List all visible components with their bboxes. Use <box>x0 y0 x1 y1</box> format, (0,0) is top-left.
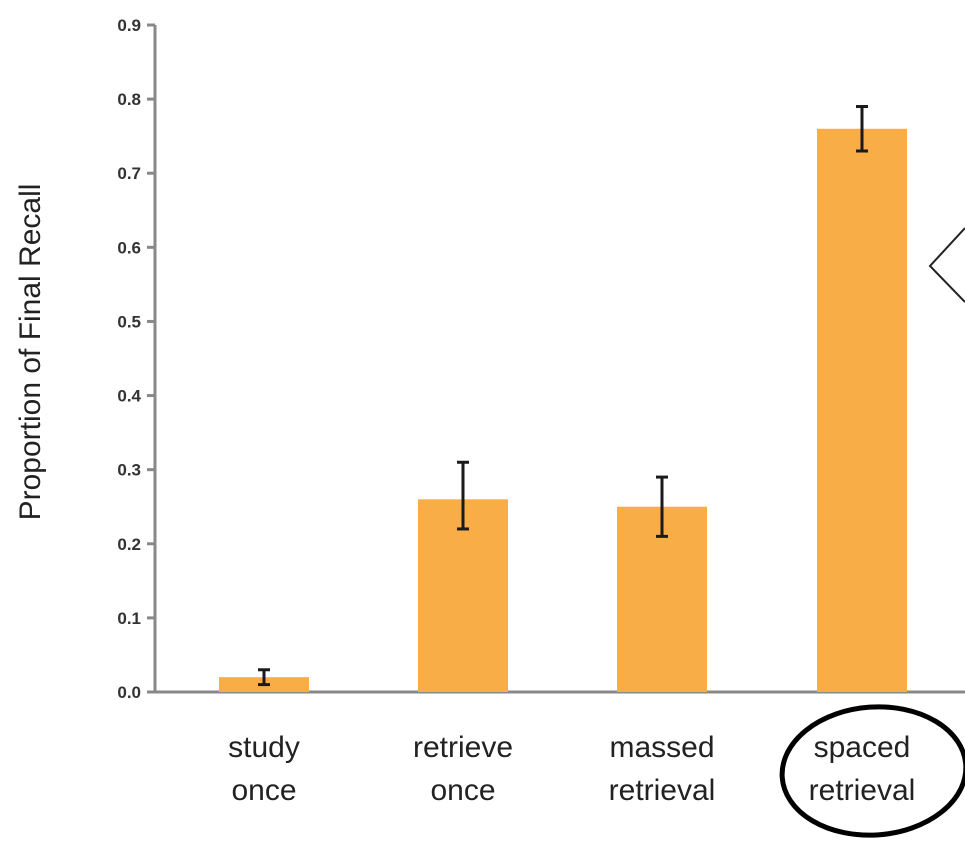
category-label: study <box>228 731 300 764</box>
category-label: retrieval <box>809 774 916 807</box>
y-tick-label: 0.0 <box>117 683 141 702</box>
y-tick-label: 0.7 <box>117 164 141 183</box>
bar <box>817 128 907 692</box>
bar <box>418 499 508 692</box>
callout-pointer <box>928 227 965 303</box>
y-tick-label: 0.8 <box>117 90 141 109</box>
error-bars <box>258 105 868 687</box>
category-label: retrieve <box>413 731 513 764</box>
callout-arrow <box>928 227 965 303</box>
bars <box>219 128 907 692</box>
y-tick-label: 0.4 <box>117 387 141 406</box>
y-tick-label: 0.1 <box>117 609 141 628</box>
category-label: once <box>231 774 296 807</box>
highlight-circle <box>779 704 965 838</box>
x-axis-labels: study once retrieve once massed retrieval spac… <box>228 704 965 838</box>
y-tick-label: 0.5 <box>117 312 141 331</box>
y-tick-label: 0.2 <box>117 535 141 554</box>
y-tick-label: 0.9 <box>117 16 141 35</box>
category-label: spaced <box>814 731 911 764</box>
category-label: massed <box>609 731 714 764</box>
y-axis-label: Proportion of Final Recall <box>14 184 47 521</box>
y-tick-label: 0.6 <box>117 238 141 257</box>
category-label: retrieval <box>609 774 716 807</box>
category-label: once <box>430 774 495 807</box>
y-tick-label: 0.3 <box>117 461 141 480</box>
